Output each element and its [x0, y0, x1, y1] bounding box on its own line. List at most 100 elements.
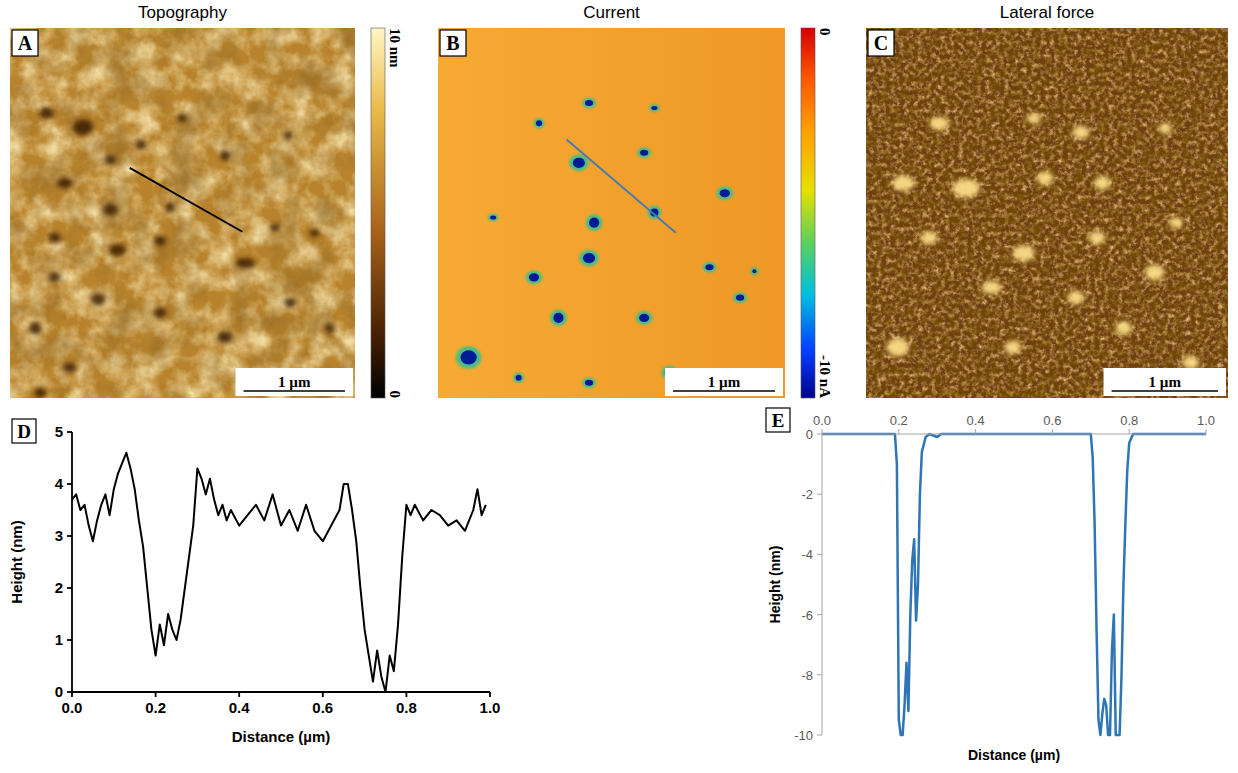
y-axis-title: Height (nm): [8, 520, 25, 603]
y-tick-label: 2: [55, 579, 63, 596]
panel-title: Topography: [138, 3, 227, 22]
x-tick: [822, 429, 823, 434]
pit: [34, 388, 46, 398]
texture: [866, 28, 1228, 398]
current-spot: [649, 104, 660, 112]
y-tick: [67, 535, 72, 537]
bright-spot: [952, 179, 980, 197]
pit: [309, 229, 319, 237]
bright-spot: [1037, 171, 1054, 184]
colorbar-label: -10 nA: [817, 355, 833, 398]
image-area: [10, 28, 355, 398]
current-spot: [579, 250, 599, 267]
image-area: [438, 28, 785, 398]
pit: [103, 203, 117, 215]
plot-area: [72, 453, 486, 692]
y-tick-label: -10: [794, 728, 813, 743]
letter-box: [766, 408, 790, 432]
line-chart: 0.00.20.40.60.81.00-2-4-6-8-10Distance (…: [766, 408, 1215, 763]
current-spot: [488, 214, 499, 222]
y-axis: [71, 432, 73, 692]
y-tick: [817, 434, 822, 435]
current-spot: [550, 310, 567, 327]
y-tick: [817, 614, 822, 615]
x-tick-label: 0.4: [967, 413, 985, 428]
image-ground: [10, 28, 355, 398]
y-tick-label: -6: [801, 608, 813, 623]
plot-area: [822, 434, 1206, 735]
x-tick-label: 0.8: [396, 699, 417, 716]
current-spot: [526, 270, 543, 284]
panel-letter: A: [18, 32, 33, 54]
colorbar-label: 0: [817, 28, 833, 36]
pit: [29, 322, 41, 334]
image-panel: TopographyA1 µm10 nm0: [10, 3, 403, 398]
scale-label: 1 µm: [278, 374, 311, 390]
x-tick-label: 1.0: [480, 699, 501, 716]
scale-label: 1 µm: [1149, 374, 1182, 390]
bright-spot: [1013, 245, 1035, 261]
pit: [104, 155, 116, 165]
y-tick-label: 4: [55, 475, 64, 492]
scale-label: 1 µm: [708, 374, 741, 390]
panel-letter: B: [446, 32, 459, 54]
pit: [177, 114, 187, 122]
y-tick: [67, 587, 72, 589]
x-tick: [322, 692, 324, 697]
current-spot: [456, 346, 482, 369]
pit: [165, 202, 175, 212]
current-spot: [716, 186, 733, 200]
pit: [57, 178, 73, 188]
pit: [284, 298, 296, 308]
current-spot: [636, 311, 653, 325]
x-tick: [155, 692, 157, 697]
x-tick: [405, 692, 407, 697]
current-spot: [586, 214, 603, 231]
y-tick-label: -2: [801, 487, 813, 502]
data-line: [822, 434, 1206, 735]
y-tick: [817, 735, 822, 736]
pit: [109, 244, 125, 256]
y-tick: [817, 494, 822, 495]
y-axis-title: Height (nm): [767, 546, 783, 624]
panel-title: Lateral force: [1000, 3, 1095, 22]
pit: [325, 323, 335, 333]
bright-spot: [1067, 291, 1084, 304]
pit: [136, 140, 146, 150]
image-ground: [438, 28, 785, 398]
x-tick: [898, 429, 899, 434]
x-tick: [238, 692, 240, 697]
y-axis: [822, 434, 823, 735]
profile-line: [567, 140, 676, 233]
line-chart: 0.00.20.40.60.81.0012345Distance (µm)Hei…: [8, 419, 500, 745]
color-bar: [801, 28, 815, 398]
x-axis: [822, 434, 1206, 435]
bright-spot: [921, 231, 938, 244]
scale-bar: [1112, 390, 1218, 392]
pit: [91, 294, 105, 306]
y-tick-label: 0: [806, 427, 813, 442]
current-spot: [582, 98, 596, 109]
x-tick-label: 0.2: [145, 699, 166, 716]
bright-spot: [1115, 321, 1132, 334]
current-spot: [703, 262, 717, 273]
texture: [866, 28, 1228, 398]
y-tick-label: -8: [801, 668, 813, 683]
y-tick: [67, 639, 72, 641]
image-area: [866, 28, 1228, 398]
bright-spot: [1094, 177, 1111, 190]
texture: [10, 28, 355, 398]
pit: [73, 119, 93, 135]
pit: [49, 272, 61, 282]
y-tick-label: 5: [55, 423, 63, 440]
image-panel: Lateral forceC1 µm: [866, 3, 1228, 398]
bright-spot: [1182, 356, 1199, 369]
current-spot: [637, 147, 651, 158]
pit: [217, 331, 233, 343]
image-ground: [866, 28, 1228, 398]
y-tick: [67, 483, 72, 485]
panel-letter: D: [17, 421, 31, 442]
figure: TopographyA1 µm10 nm0CurrentB1 µm0-10 nA…: [0, 0, 1238, 773]
bright-spot: [1089, 231, 1106, 244]
letter-box: [12, 30, 38, 56]
